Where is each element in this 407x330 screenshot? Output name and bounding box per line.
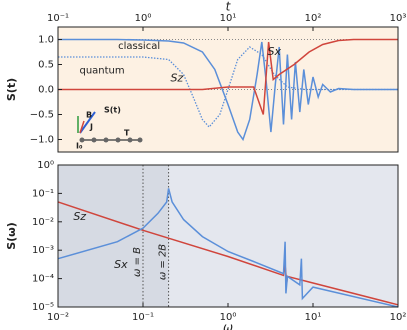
y-tick-label: 0.0	[38, 85, 54, 96]
chain-site	[91, 137, 97, 143]
x-tick-label: 10²	[390, 312, 407, 323]
y-tick-label: 1.0	[38, 35, 54, 46]
series-label: Sz	[170, 72, 183, 85]
series-label: Sx	[114, 258, 128, 271]
x-tick-label: 10⁻²	[47, 312, 69, 323]
inset-label: T	[124, 129, 130, 138]
x-tick-label: 10¹	[305, 312, 322, 323]
x-axis-label: t	[226, 0, 232, 14]
inset-label: B	[86, 111, 92, 120]
reference-label: ω = 2B	[158, 244, 169, 280]
x-tick-label: 10⁰	[220, 312, 237, 323]
arrow-j	[79, 120, 85, 134]
annotation: Sx	[267, 45, 281, 58]
x-tick-label: 10¹	[220, 13, 237, 24]
y-axis-label: S(t)	[5, 78, 18, 101]
series-label: quantum	[79, 66, 124, 77]
inset-diagram: B S(t) J T I₀	[76, 106, 143, 151]
inset-label: J	[89, 123, 93, 132]
x-tick-label: 10⁻¹	[132, 312, 154, 323]
series-label: Sz	[73, 210, 86, 223]
y-tick-label: 10⁻⁴	[32, 274, 54, 285]
x-tick-label: 10⁰	[135, 13, 152, 24]
y-tick-label: 10⁻³	[32, 245, 54, 256]
y-axis-label: S(ω)	[5, 222, 18, 250]
y-tick-label: 10⁻⁵	[32, 302, 54, 313]
shaded-region	[58, 165, 169, 307]
chain-site	[103, 137, 109, 143]
x-tick-label: 10⁻¹	[47, 13, 69, 24]
series-label: classical	[118, 41, 160, 52]
y-tick-label: −0.5	[30, 110, 54, 121]
arrow-s	[79, 111, 96, 134]
y-tick-label: 10⁻²	[32, 217, 54, 228]
inset-label: S(t)	[104, 106, 121, 115]
data-line	[58, 38, 398, 142]
chain-site	[137, 137, 143, 143]
data-line	[58, 46, 398, 128]
y-tick-label: −1.0	[30, 135, 54, 146]
x-tick-label: 10²	[305, 13, 322, 24]
y-tick-label: 10⁻¹	[32, 188, 54, 199]
inset-label: I₀	[76, 142, 83, 151]
chain-site	[115, 137, 121, 143]
x-tick-label: 10³	[390, 13, 407, 24]
x-axis-label: ω	[223, 321, 233, 330]
data-line	[58, 38, 398, 115]
reference-label: ω = B	[132, 247, 143, 277]
y-tick-label: 10⁰	[37, 160, 54, 171]
chain-site	[79, 137, 85, 143]
chain-site	[127, 137, 133, 143]
y-tick-label: 0.5	[38, 60, 54, 71]
data-line	[57, 188, 399, 308]
